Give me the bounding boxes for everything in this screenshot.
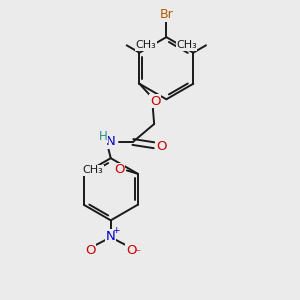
Text: O: O — [150, 94, 160, 108]
Text: Br: Br — [160, 8, 173, 21]
Text: +: + — [112, 226, 120, 235]
Text: ⁻: ⁻ — [134, 247, 141, 260]
Text: O: O — [85, 244, 96, 257]
Text: O: O — [156, 140, 166, 153]
Text: O: O — [126, 244, 136, 257]
Text: H: H — [99, 130, 108, 142]
Text: CH₃: CH₃ — [82, 165, 103, 176]
Text: CH₃: CH₃ — [136, 40, 157, 50]
Text: N: N — [106, 136, 116, 148]
Text: CH₃: CH₃ — [176, 40, 197, 50]
Text: N: N — [106, 230, 116, 242]
Text: O: O — [114, 163, 124, 176]
